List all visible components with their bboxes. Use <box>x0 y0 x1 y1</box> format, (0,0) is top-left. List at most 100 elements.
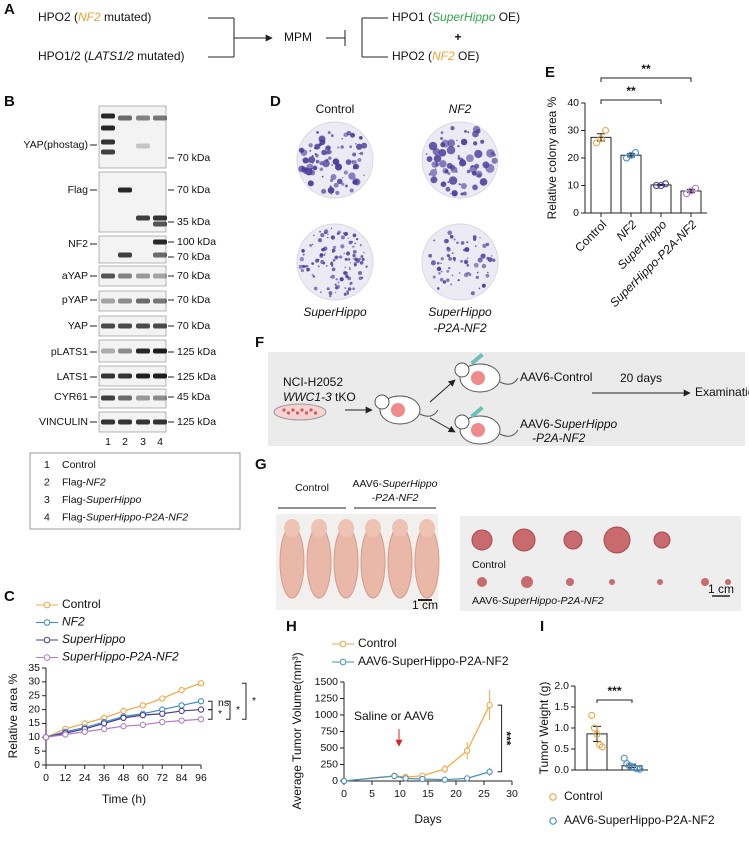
blot-band <box>136 395 150 401</box>
plate-label: Control <box>316 102 355 116</box>
colony <box>311 243 314 246</box>
colony <box>313 234 315 237</box>
colony <box>464 129 467 133</box>
mouse-tail <box>419 409 439 417</box>
colony <box>462 191 467 196</box>
blot-band <box>101 373 115 379</box>
significance-label: * <box>236 704 240 716</box>
data-point <box>139 711 147 719</box>
arrow <box>429 417 456 433</box>
legend-number: 3 <box>44 494 50 506</box>
tumor <box>471 529 493 551</box>
colony <box>492 153 497 157</box>
colony <box>447 230 453 236</box>
blot-band <box>153 252 167 258</box>
blot-band <box>153 395 167 401</box>
colony <box>491 157 498 164</box>
blot-band <box>136 273 150 279</box>
data-point <box>588 711 596 719</box>
y-tick-label: 30 <box>28 676 40 688</box>
colony <box>336 178 343 185</box>
colony <box>343 132 349 138</box>
colony <box>459 183 462 186</box>
colony <box>354 142 357 145</box>
plate-label: NF2 <box>449 102 472 116</box>
input-text-part: HPO2 ( <box>38 10 78 24</box>
significance-bracket <box>600 99 662 104</box>
cell <box>300 408 304 412</box>
colony <box>336 232 340 236</box>
y-tick-label: 10 <box>28 731 40 743</box>
y-tick-label: 5 <box>34 745 40 757</box>
blot <box>98 265 167 287</box>
y-tick-label: 10 <box>567 179 579 191</box>
colony <box>313 286 318 291</box>
colony <box>318 142 323 146</box>
blot-band <box>101 348 115 354</box>
y-tick-label: 250 <box>320 758 338 770</box>
colony <box>430 176 438 184</box>
colony <box>428 253 433 258</box>
colony <box>311 273 314 276</box>
significance-bracket <box>596 699 633 703</box>
colony <box>344 257 348 261</box>
blot-band <box>136 373 150 379</box>
significance-bracket <box>226 700 231 720</box>
colony <box>447 171 451 176</box>
tumor <box>609 579 615 585</box>
x-tick-label: 36 <box>98 772 110 784</box>
colony <box>301 249 305 253</box>
colony <box>348 172 356 180</box>
colony <box>448 176 458 185</box>
colony <box>319 253 324 257</box>
colony <box>481 253 486 258</box>
data-point <box>42 734 50 741</box>
blot-band <box>101 298 115 304</box>
colony <box>476 271 479 274</box>
data-point <box>636 765 644 773</box>
x-tick-label: 84 <box>176 772 188 784</box>
data-point <box>657 181 665 190</box>
colony <box>445 238 449 243</box>
colony <box>359 151 364 156</box>
lane-number: 4 <box>157 436 163 448</box>
tumor <box>477 577 487 587</box>
colony <box>347 257 351 261</box>
colony <box>302 168 307 173</box>
legend-label: SuperHippo <box>62 632 126 646</box>
legend-text: Control <box>62 459 96 471</box>
group-label: AAV6-Control <box>520 370 592 384</box>
colony <box>330 173 337 180</box>
panel-label: G <box>255 456 267 473</box>
colony <box>479 178 488 186</box>
colony <box>341 137 344 140</box>
colony <box>332 245 337 250</box>
blot-band <box>153 419 167 425</box>
blot-band <box>101 273 115 279</box>
legend-label: AAV6-SuperHippo-P2A-NF2 <box>564 813 715 827</box>
data-point <box>620 754 628 762</box>
colony <box>463 259 469 264</box>
legend-number: 4 <box>44 511 50 523</box>
group-label: Control <box>472 559 506 571</box>
colony <box>340 235 345 240</box>
colony <box>438 271 441 275</box>
blot-band <box>101 395 115 401</box>
data-point <box>159 710 166 717</box>
x-tick-label: 30 <box>506 788 518 800</box>
data-point <box>197 716 205 723</box>
colony <box>321 149 327 156</box>
size-marker: 70 kDa <box>177 270 210 282</box>
colony <box>481 283 486 288</box>
legend-text-part: Flag- <box>62 511 86 523</box>
size-marker: 100 kDa <box>177 236 216 248</box>
colony <box>460 182 467 190</box>
colony <box>330 274 335 279</box>
data-point <box>197 698 205 705</box>
mouse-photo-head <box>365 519 381 537</box>
colony <box>466 272 469 275</box>
colony <box>358 152 361 155</box>
schematic-box <box>268 352 745 446</box>
data-point <box>120 723 127 730</box>
mouse-tumor <box>391 403 405 417</box>
